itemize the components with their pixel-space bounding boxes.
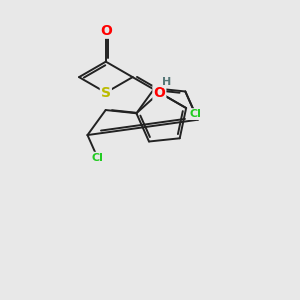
Text: O: O: [153, 85, 165, 100]
Text: O: O: [100, 24, 112, 38]
Text: H: H: [162, 77, 172, 87]
Text: Cl: Cl: [189, 109, 201, 119]
Text: S: S: [101, 85, 111, 100]
Text: Cl: Cl: [92, 153, 104, 163]
